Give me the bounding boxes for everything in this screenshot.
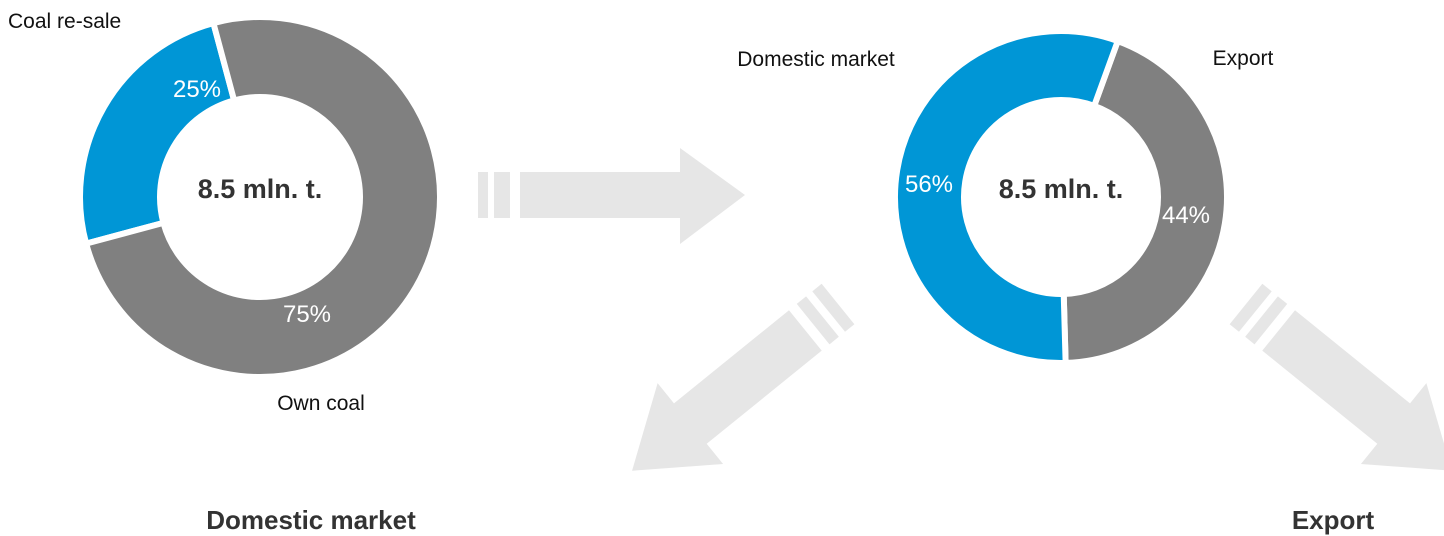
- right-arrow-stripe: [494, 172, 510, 218]
- slice-name-coal-resale: Coal re-sale: [8, 10, 121, 33]
- slice-name-export: Export: [1213, 47, 1274, 70]
- down-right-arrow-body: [1262, 310, 1444, 471]
- slice-name-domestic: Domestic market: [737, 48, 895, 71]
- slice-percent-export: 44%: [1162, 202, 1210, 229]
- down-right-arrow-stripe: [1245, 296, 1288, 345]
- slice-percent-own-coal: 75%: [283, 301, 331, 328]
- domestic-market-title: Domestic market: [206, 505, 416, 535]
- donut-slice-coal-re-sale: [77, 19, 238, 248]
- donut-chart-destinations: 8.5 mln. t. 56% 44% Domestic market Expo…: [737, 28, 1274, 367]
- center-label: 8.5 mln. t.: [198, 174, 323, 204]
- slice-percent-coal-resale: 25%: [173, 76, 221, 103]
- down-right-arrow: [1229, 283, 1444, 471]
- donut-slice-domestic-market: [892, 28, 1122, 366]
- right-arrow: [478, 148, 745, 244]
- down-left-arrow-stripe: [796, 296, 839, 345]
- slice-name-own-coal: Own coal: [277, 392, 365, 415]
- center-label: 8.5 mln. t.: [999, 174, 1124, 204]
- down-left-arrow: [632, 283, 855, 471]
- down-left-arrow-body: [632, 310, 822, 471]
- right-arrow-body: [520, 148, 745, 244]
- donut-slice-export: [1060, 37, 1231, 367]
- donut-slice-own-coal: [82, 14, 443, 380]
- down-left-arrow-stripe: [812, 283, 855, 332]
- right-arrow-stripe: [478, 172, 488, 218]
- slice-percent-domestic: 56%: [905, 171, 953, 198]
- down-right-arrow-stripe: [1229, 283, 1272, 332]
- donut-chart-sources: 8.5 mln. t. 25% 75% Coal re-sale Own coa…: [8, 10, 443, 415]
- export-title: Export: [1292, 505, 1375, 535]
